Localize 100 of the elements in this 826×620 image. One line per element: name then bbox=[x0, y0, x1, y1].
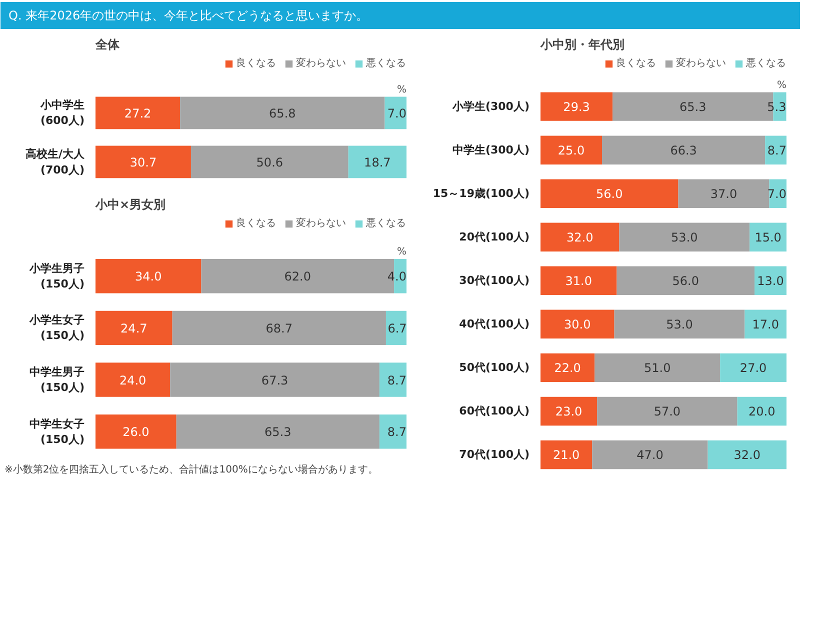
data-label: 13.0 bbox=[757, 274, 784, 288]
data-label: 50.6 bbox=[256, 155, 284, 170]
chart-title: Q. 来年2026年の世の中は、今年と比べてどうなると思いますか。 bbox=[8, 8, 368, 22]
chart-subtitle: 全体 bbox=[94, 38, 120, 52]
bar bbox=[678, 179, 770, 208]
data-label: 37.0 bbox=[710, 187, 738, 202]
bar bbox=[540, 440, 592, 470]
y-tick-label: 20代(100人) bbox=[459, 230, 530, 244]
y-tick-label: 中学生女子 (150人) bbox=[30, 417, 85, 446]
bar bbox=[765, 136, 786, 164]
bar bbox=[754, 266, 786, 296]
data-label: 62.0 bbox=[284, 270, 312, 284]
bar bbox=[720, 353, 786, 382]
bar bbox=[172, 310, 386, 346]
y-tick-label: 小学生男子 (150人) bbox=[28, 262, 85, 290]
data-label: 24.7 bbox=[120, 321, 148, 336]
legend-label: 良くなる bbox=[236, 216, 276, 230]
data-label: 25.0 bbox=[558, 144, 585, 158]
y-tick-label: 中学生(300人) bbox=[452, 144, 530, 157]
data-label: 66.3 bbox=[670, 144, 697, 158]
annotation: % bbox=[397, 246, 407, 258]
annotation: % bbox=[397, 84, 407, 96]
bar bbox=[619, 222, 750, 252]
data-label: 24.0 bbox=[119, 373, 146, 388]
data-label: 56.0 bbox=[672, 274, 699, 288]
bar bbox=[96, 259, 202, 294]
bar bbox=[614, 310, 745, 339]
bar bbox=[96, 146, 191, 178]
data-label: 17.0 bbox=[752, 318, 779, 332]
annotation: % bbox=[777, 80, 787, 91]
data-label: 8.7 bbox=[767, 144, 787, 158]
legend-label: 変わらない bbox=[296, 56, 346, 70]
data-label: 67.3 bbox=[261, 373, 288, 388]
data-label: 6.7 bbox=[388, 321, 407, 336]
bar bbox=[379, 414, 406, 449]
data-label: 8.7 bbox=[387, 373, 407, 388]
y-tick-label: 40代(100人) bbox=[459, 318, 530, 331]
bar bbox=[708, 440, 786, 470]
data-label: 23.0 bbox=[555, 404, 582, 419]
bar bbox=[348, 146, 406, 178]
data-label: 5.3 bbox=[767, 100, 786, 114]
legend-label: 変わらない bbox=[296, 216, 346, 230]
bar bbox=[190, 146, 348, 178]
bar bbox=[384, 96, 406, 130]
data-label: 65.8 bbox=[269, 106, 296, 120]
data-label: 53.0 bbox=[666, 318, 693, 332]
data-label: 30.7 bbox=[130, 155, 157, 170]
data-label: 65.3 bbox=[264, 425, 292, 440]
bar bbox=[744, 310, 786, 339]
y-tick-label: 小学生(300人) bbox=[451, 100, 530, 114]
bar bbox=[96, 414, 176, 449]
data-label: 7.0 bbox=[387, 106, 407, 120]
data-label: 31.0 bbox=[565, 274, 592, 288]
legend-label: 良くなる bbox=[236, 56, 276, 70]
bar bbox=[540, 136, 602, 164]
y-tick-label: 小学生女子 (150人) bbox=[28, 314, 85, 342]
data-label: 26.0 bbox=[122, 425, 150, 440]
y-tick-label: 70代(100人) bbox=[459, 448, 530, 462]
data-label: 32.0 bbox=[734, 448, 760, 462]
data-label: 30.0 bbox=[564, 318, 591, 332]
bar bbox=[379, 362, 406, 397]
data-label: 32.0 bbox=[566, 230, 594, 245]
bar bbox=[540, 222, 620, 252]
y-tick-label: 15～19歳(100人) bbox=[432, 187, 530, 200]
bar bbox=[540, 310, 614, 339]
bar bbox=[96, 96, 180, 130]
bar bbox=[592, 440, 708, 470]
legend-label: 悪くなる bbox=[366, 57, 406, 70]
legend-label: 悪くなる bbox=[746, 57, 786, 70]
data-label: 21.0 bbox=[552, 448, 580, 462]
bar bbox=[602, 136, 766, 164]
data-label: 7.0 bbox=[767, 187, 787, 202]
legend-label: 悪くなる bbox=[366, 217, 406, 230]
bar bbox=[180, 96, 385, 130]
y-tick-label: 50代(100人) bbox=[459, 361, 530, 374]
data-label: 29.3 bbox=[563, 100, 590, 114]
bar bbox=[616, 266, 755, 296]
bar bbox=[386, 310, 406, 346]
data-label: 27.2 bbox=[124, 106, 152, 120]
legend-label: 変わらない bbox=[676, 56, 726, 70]
data-label: 53.0 bbox=[671, 230, 698, 245]
data-label: 56.0 bbox=[596, 187, 623, 202]
data-label: 22.0 bbox=[554, 361, 581, 376]
bar bbox=[540, 179, 678, 208]
bar bbox=[540, 92, 613, 121]
data-label: 27.0 bbox=[740, 361, 767, 376]
y-tick-label: 60代(100人) bbox=[459, 404, 530, 418]
data-label: 68.7 bbox=[266, 321, 293, 336]
bar bbox=[540, 266, 617, 296]
data-label: 8.7 bbox=[387, 425, 407, 440]
data-label: 18.7 bbox=[364, 155, 391, 170]
data-label: 20.0 bbox=[748, 404, 776, 419]
y-tick-label: 中学生男子 (150人) bbox=[30, 365, 85, 394]
text: ※小数第2位を四捨五入しているため、合計値は100%にならない場合があります。 bbox=[4, 464, 378, 476]
bar bbox=[176, 414, 380, 449]
data-label: 51.0 bbox=[644, 361, 671, 376]
bar bbox=[540, 396, 598, 426]
data-label: 4.0 bbox=[387, 270, 407, 284]
y-tick-label: 高校生/大人 (700人) bbox=[25, 148, 86, 176]
data-label: 34.0 bbox=[135, 270, 162, 284]
